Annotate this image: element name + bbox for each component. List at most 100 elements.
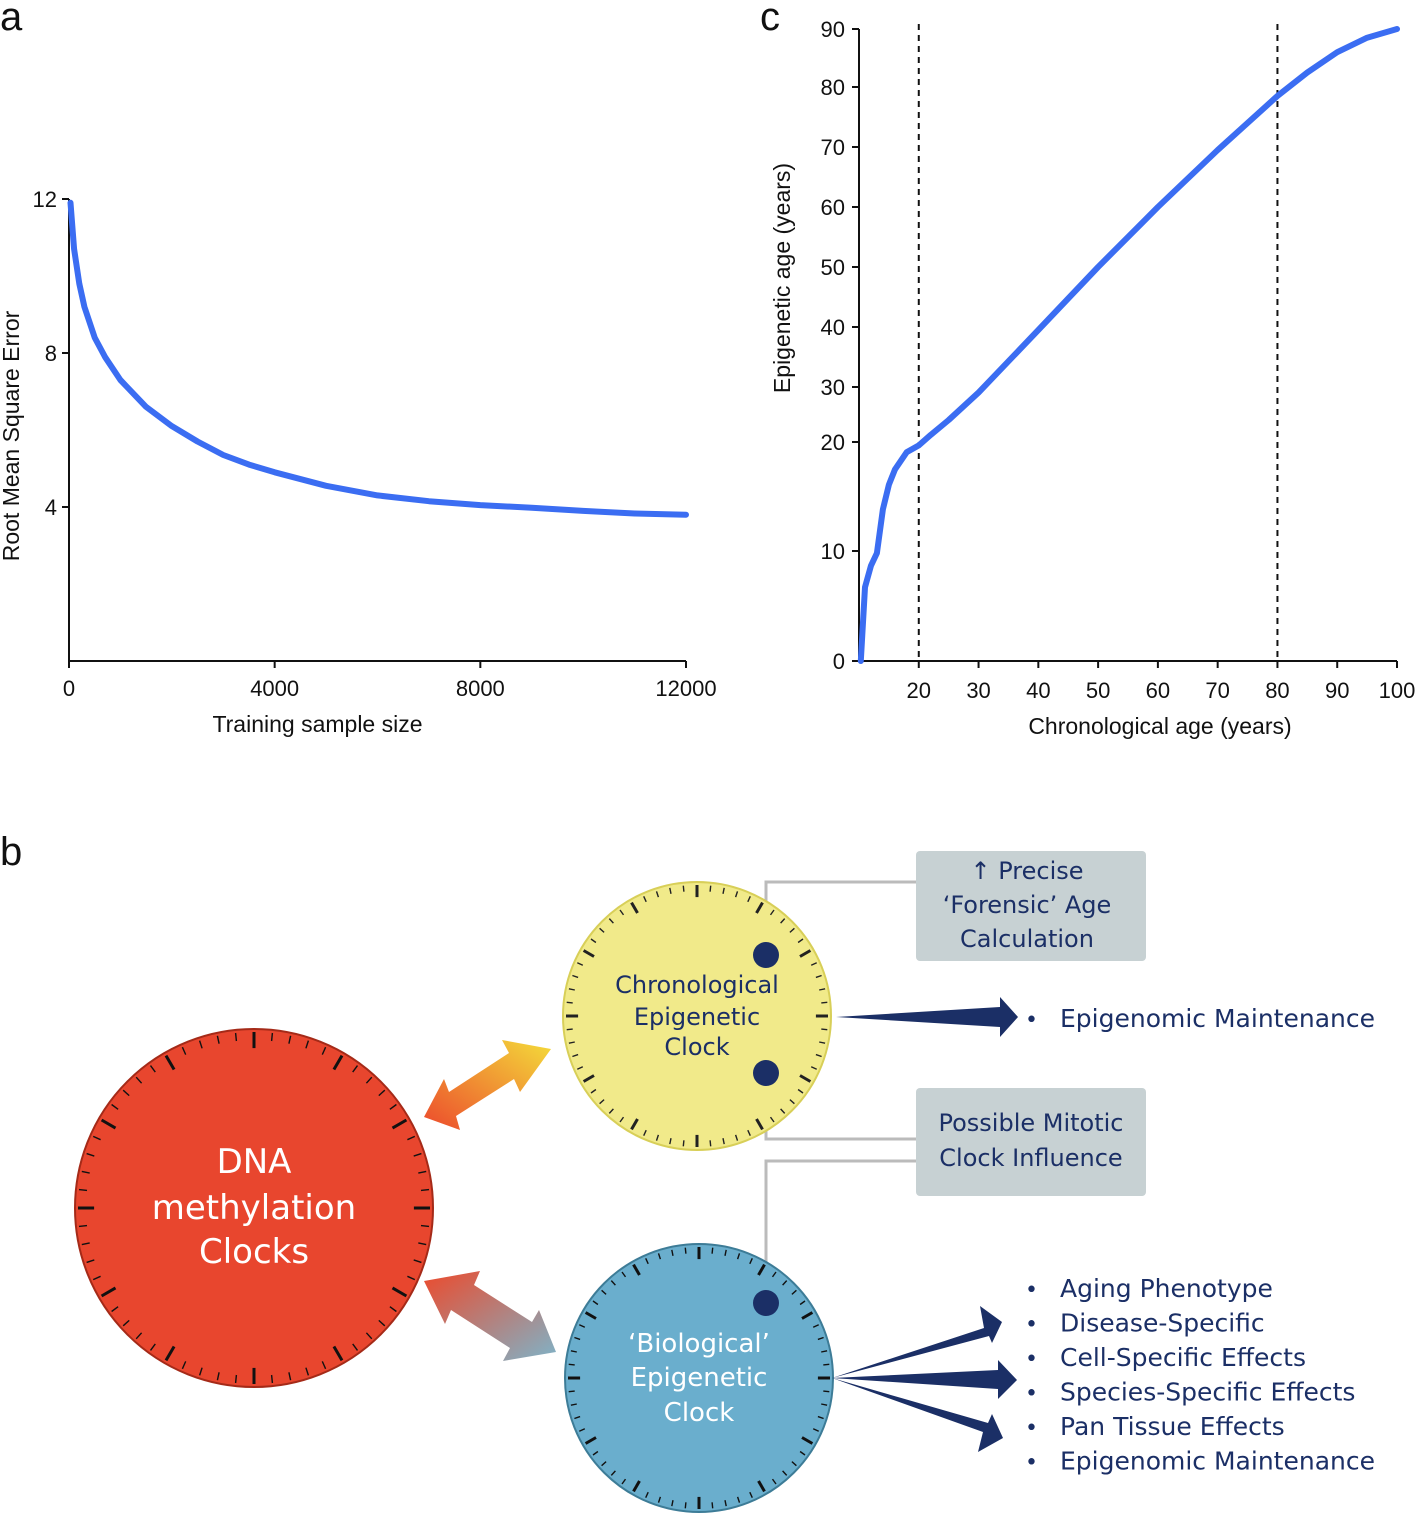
clock-tick: [592, 1300, 599, 1306]
clock-tick: [568, 1390, 575, 1393]
clock-tick: [572, 974, 579, 979]
clock-tick: [305, 1367, 310, 1376]
panel-label-b: b: [0, 830, 22, 874]
y-tick-label: 70: [821, 135, 845, 160]
clock-tick: [420, 1188, 430, 1192]
y-tick-label: 40: [821, 315, 845, 340]
forensic-line-1: ↑ Precise: [970, 857, 1083, 885]
clock-tick: [601, 1461, 607, 1467]
clock-tick: [568, 1041, 575, 1044]
clock-tick: [817, 1415, 824, 1420]
clock-tick: [135, 1332, 143, 1340]
clock-tick: [122, 1089, 130, 1097]
clock-tick: [657, 1253, 662, 1260]
y-tick-label: 0: [833, 649, 845, 674]
clock-tick: [682, 885, 685, 892]
chronological-outputs: • Epigenomic Maintenance: [1025, 1004, 1375, 1033]
clock-tick: [574, 1415, 581, 1420]
clock-tick: [418, 1242, 427, 1246]
dna-clock-line-3: Clocks: [199, 1232, 309, 1272]
clock-tick: [352, 1343, 359, 1351]
rmse-curve: [67, 199, 689, 518]
biological-epigenetic-clock: ‘Biological’ Epigenetic Clock: [564, 1243, 834, 1513]
x-tick-label: 70: [1205, 678, 1229, 703]
double-arrow-bottom: [424, 1271, 556, 1361]
clock-tick: [608, 1108, 614, 1114]
clock-tick: [288, 1372, 292, 1381]
clock-tick: [780, 1108, 786, 1114]
clock-tick: [736, 1253, 741, 1260]
clock-tick: [643, 896, 647, 903]
clock-tick: [682, 1140, 685, 1147]
clock-tick: [270, 1374, 274, 1384]
output-item: Cell-Specific Effects: [1060, 1343, 1306, 1372]
clock-tick: [579, 1324, 586, 1328]
panel-label-a: a: [0, 0, 23, 39]
clock-tick: [722, 1138, 725, 1145]
x-tick-label: 0: [63, 676, 75, 701]
clock-tick: [86, 1152, 95, 1157]
x-tick-label: 40: [1026, 678, 1050, 703]
clock-tick: [755, 1118, 764, 1131]
output-item: Epigenomic Maintenance: [1060, 1447, 1375, 1476]
bullet-icon: •: [1025, 1008, 1038, 1033]
clock-tick: [782, 1470, 788, 1476]
bullet-icon: •: [1025, 1451, 1038, 1476]
clock-tick: [749, 1258, 753, 1265]
clock-tick: [821, 1350, 828, 1353]
clock-tick: [747, 1129, 751, 1136]
clock-tick: [100, 1118, 117, 1130]
clock-tick: [821, 1403, 828, 1406]
clock-tick: [584, 1436, 597, 1445]
clock-tick: [791, 1289, 797, 1295]
clock-tick: [645, 1258, 649, 1265]
clock-tick: [198, 1040, 203, 1049]
clock-tick: [577, 1066, 584, 1070]
clock-tick: [734, 891, 739, 898]
clock-tick: [574, 1336, 581, 1341]
clock-tick: [709, 885, 712, 892]
clock-tick: [608, 918, 614, 924]
bio-clock-line-3: Clock: [664, 1398, 735, 1428]
chronological-epigenetic-clock: Chronological Epigenetic Clock: [562, 881, 832, 1151]
x-tick-label: 30: [966, 678, 990, 703]
clock-tick: [111, 1103, 119, 1110]
clock-tick: [669, 1138, 672, 1145]
clock-tick: [671, 1249, 674, 1256]
epigenetic-age-curve: [857, 26, 1400, 664]
clock-tick: [582, 949, 595, 958]
x-tick-label: 50: [1086, 678, 1110, 703]
clock-tick: [621, 1478, 627, 1485]
bullet-icon: •: [1025, 1347, 1038, 1372]
clock-tick: [332, 1054, 344, 1071]
clock-tick: [610, 1470, 616, 1476]
mitotic-line-1: Possible Mitotic: [938, 1109, 1123, 1137]
clock-tick: [122, 1319, 130, 1327]
clock-tick: [570, 1403, 577, 1406]
clock-tick: [771, 1478, 777, 1485]
clock-tick: [413, 1259, 422, 1264]
chrono-clock-line-2: Epigenetic: [634, 1003, 760, 1031]
y-tick-label: 30: [821, 375, 845, 400]
clock-tick: [749, 1491, 753, 1498]
bullet-icon: •: [1025, 1382, 1038, 1407]
clock-tick: [407, 1275, 416, 1281]
chart-a: 0 4000 8000 12000 4 8 12 Training sample size Ro…: [0, 187, 717, 737]
bio-clock-line-2: Epigenetic: [631, 1363, 768, 1393]
clock-tick: [599, 1099, 605, 1105]
clock-tick: [378, 1089, 386, 1097]
clock-tick: [572, 1053, 579, 1058]
y-tick-label: 20: [821, 430, 845, 455]
clock-tick: [216, 1035, 220, 1044]
clock-tick: [78, 1188, 88, 1192]
clock-tick: [771, 1271, 777, 1278]
clock-tick: [81, 1242, 90, 1246]
clock-tick: [365, 1332, 373, 1340]
x-tick-label: 60: [1146, 678, 1170, 703]
clock-tick: [810, 962, 817, 966]
y-tick-label: 4: [45, 495, 57, 520]
clock-tick: [391, 1286, 408, 1298]
clock-tick: [711, 1247, 714, 1254]
clock-tick: [755, 901, 764, 914]
bullet-icon: •: [1025, 1313, 1038, 1338]
